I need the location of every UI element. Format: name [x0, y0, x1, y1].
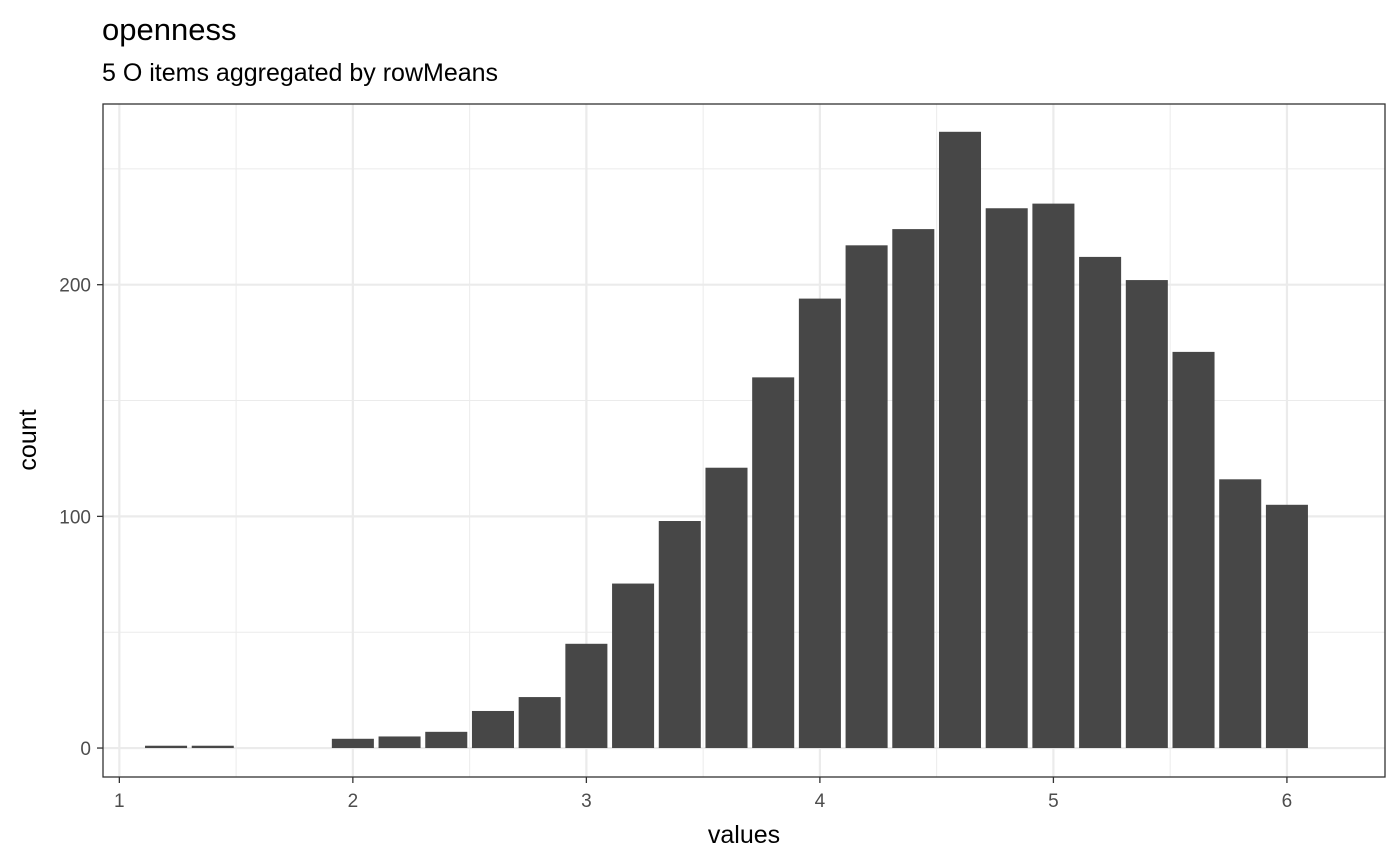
- x-tick-label: 5: [1048, 791, 1059, 812]
- histogram-bar: [612, 583, 655, 749]
- x-tick-label: 3: [581, 791, 592, 812]
- histogram-bar: [1079, 256, 1122, 749]
- histogram-bar: [752, 377, 795, 749]
- histogram-bar: [1125, 280, 1168, 749]
- histogram-bar: [985, 208, 1028, 749]
- x-tick-label: 1: [114, 791, 125, 812]
- y-axis-title: count: [14, 409, 42, 470]
- chart-subtitle: 5 O items aggregated by rowMeans: [102, 59, 498, 87]
- x-axis-title: values: [708, 821, 780, 849]
- histogram-bar: [331, 738, 374, 749]
- chart-title: openness: [102, 12, 236, 47]
- x-tick-label: 2: [348, 791, 359, 812]
- histogram-bar: [1265, 504, 1308, 749]
- y-tick-label: 100: [59, 507, 91, 528]
- histogram-bar: [1172, 351, 1215, 749]
- histogram-bar: [145, 745, 188, 749]
- histogram-bar: [1032, 203, 1075, 749]
- histogram-bar: [892, 229, 935, 749]
- y-tick-label: 200: [59, 276, 91, 297]
- histogram-bar: [471, 710, 514, 749]
- histogram-bar: [518, 697, 561, 749]
- x-tick-label: 4: [815, 791, 826, 812]
- bars-group: [145, 131, 1308, 749]
- histogram-bar: [378, 736, 421, 749]
- panel-border: [102, 103, 1386, 778]
- x-axis: 1 2 3 4 5 6: [114, 777, 1292, 812]
- histogram-bar: [191, 745, 234, 749]
- y-axis: 0 100 200: [59, 276, 103, 760]
- histogram-bar: [798, 298, 841, 749]
- y-tick-label: 0: [80, 739, 91, 760]
- histogram-bar: [1219, 479, 1262, 749]
- x-tick-label: 6: [1282, 791, 1293, 812]
- histogram-bar: [565, 643, 608, 749]
- histogram-bar: [705, 467, 748, 749]
- histogram-bar: [425, 731, 468, 749]
- histogram-bar: [845, 245, 888, 749]
- histogram-bar: [658, 521, 701, 749]
- histogram-bar: [938, 131, 982, 749]
